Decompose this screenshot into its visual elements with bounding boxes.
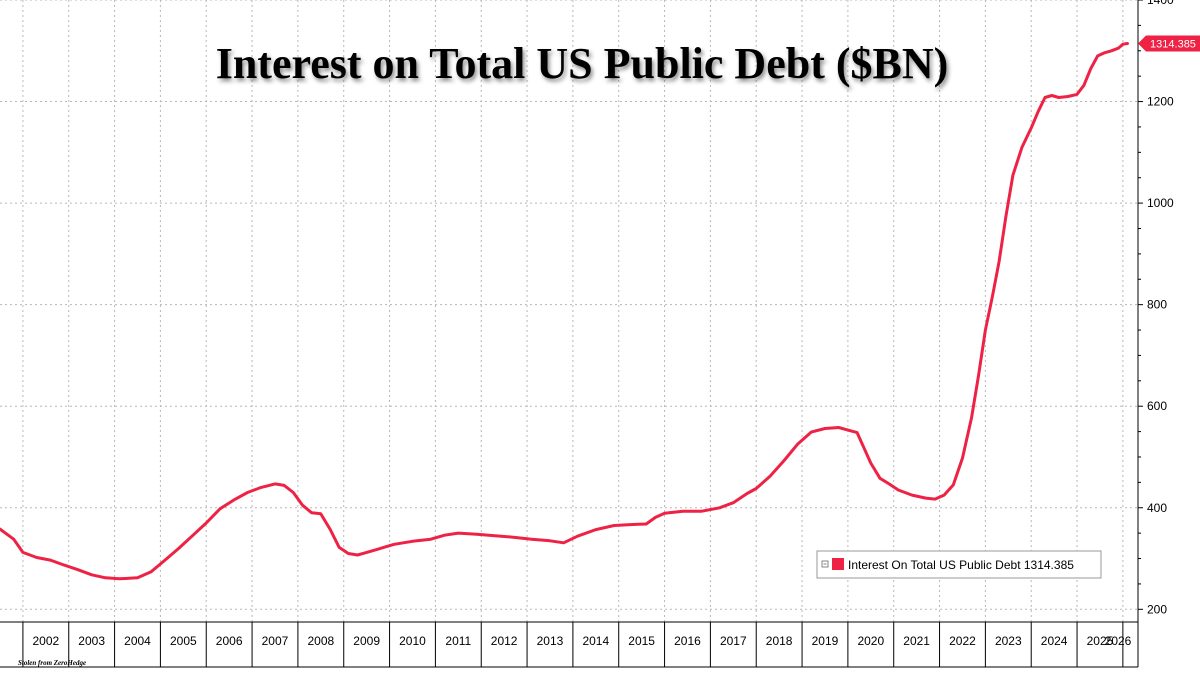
legend-box bbox=[816, 550, 1102, 579]
y-tick-label: 400 bbox=[1147, 501, 1167, 515]
x-tick-label: 2020 bbox=[857, 634, 884, 648]
x-tick-label: 2022 bbox=[949, 634, 976, 648]
x-tick-label: 2015 bbox=[628, 634, 655, 648]
x-tick-label: 2021 bbox=[903, 634, 930, 648]
last-value-tag bbox=[1138, 35, 1200, 52]
x-tick-label: 2010 bbox=[399, 634, 426, 648]
x-tick-label: 2024 bbox=[1041, 634, 1068, 648]
x-tick-label: 2014 bbox=[582, 634, 609, 648]
y-tick-label: 1400 bbox=[1147, 0, 1174, 7]
x-tick-label: 2017 bbox=[720, 634, 747, 648]
legend-label: Interest On Total US Public Debt 1314.38… bbox=[848, 558, 1074, 572]
x-tick-label: 2007 bbox=[262, 634, 289, 648]
x-tick-label: 2016 bbox=[674, 634, 701, 648]
x-tick-label: 2025 bbox=[1087, 634, 1114, 648]
y-tick-label: 1000 bbox=[1147, 196, 1174, 210]
credit-text: Stolen from ZeroHedge bbox=[18, 659, 86, 667]
last-value-label: 1314.385 bbox=[1150, 38, 1196, 50]
x-tick-label: 2004 bbox=[124, 634, 151, 648]
legend[interactable]: Interest On Total US Public Debt 1314.38… bbox=[816, 550, 1102, 579]
y-tick-label: 800 bbox=[1147, 298, 1167, 312]
y-axis: 200 400 600 800 1000 1200 1400 bbox=[1137, 0, 1174, 667]
x-tick-label: 2023 bbox=[995, 634, 1022, 648]
x-tick-label: 2011 bbox=[445, 634, 471, 648]
chart-title: Interest on Total US Public Debt ($BN) bbox=[216, 39, 949, 88]
series-line-interest-on-total-us-public-debt bbox=[0, 42, 1129, 581]
x-tick-label: 2018 bbox=[766, 634, 793, 648]
x-tick-label: 2009 bbox=[353, 634, 380, 648]
plot-background bbox=[0, 0, 1138, 622]
legend-swatch bbox=[832, 558, 844, 570]
x-tick-label: 2006 bbox=[216, 634, 243, 648]
x-tick-label: 2026 bbox=[1105, 634, 1132, 648]
y-tick-label: 200 bbox=[1147, 602, 1167, 616]
x-tick-label: 2002 bbox=[32, 634, 59, 648]
x-tick-label: 2003 bbox=[78, 634, 105, 648]
y-tick-label: 1200 bbox=[1147, 95, 1174, 109]
x-tick-label: 2012 bbox=[491, 634, 518, 648]
x-tick-label: 2005 bbox=[170, 634, 197, 648]
x-axis: 2002 2003 2004 2005 2006 2007 2008 2009 2010 2011… bbox=[0, 621, 1138, 668]
x-tick-label: 2019 bbox=[812, 634, 839, 648]
series: 1314.385 bbox=[0, 35, 1200, 581]
y-tick-label: 600 bbox=[1147, 399, 1167, 413]
x-tick-label: 2008 bbox=[307, 634, 334, 648]
x-tick-label: 2013 bbox=[537, 634, 564, 648]
grid bbox=[0, 0, 1138, 622]
